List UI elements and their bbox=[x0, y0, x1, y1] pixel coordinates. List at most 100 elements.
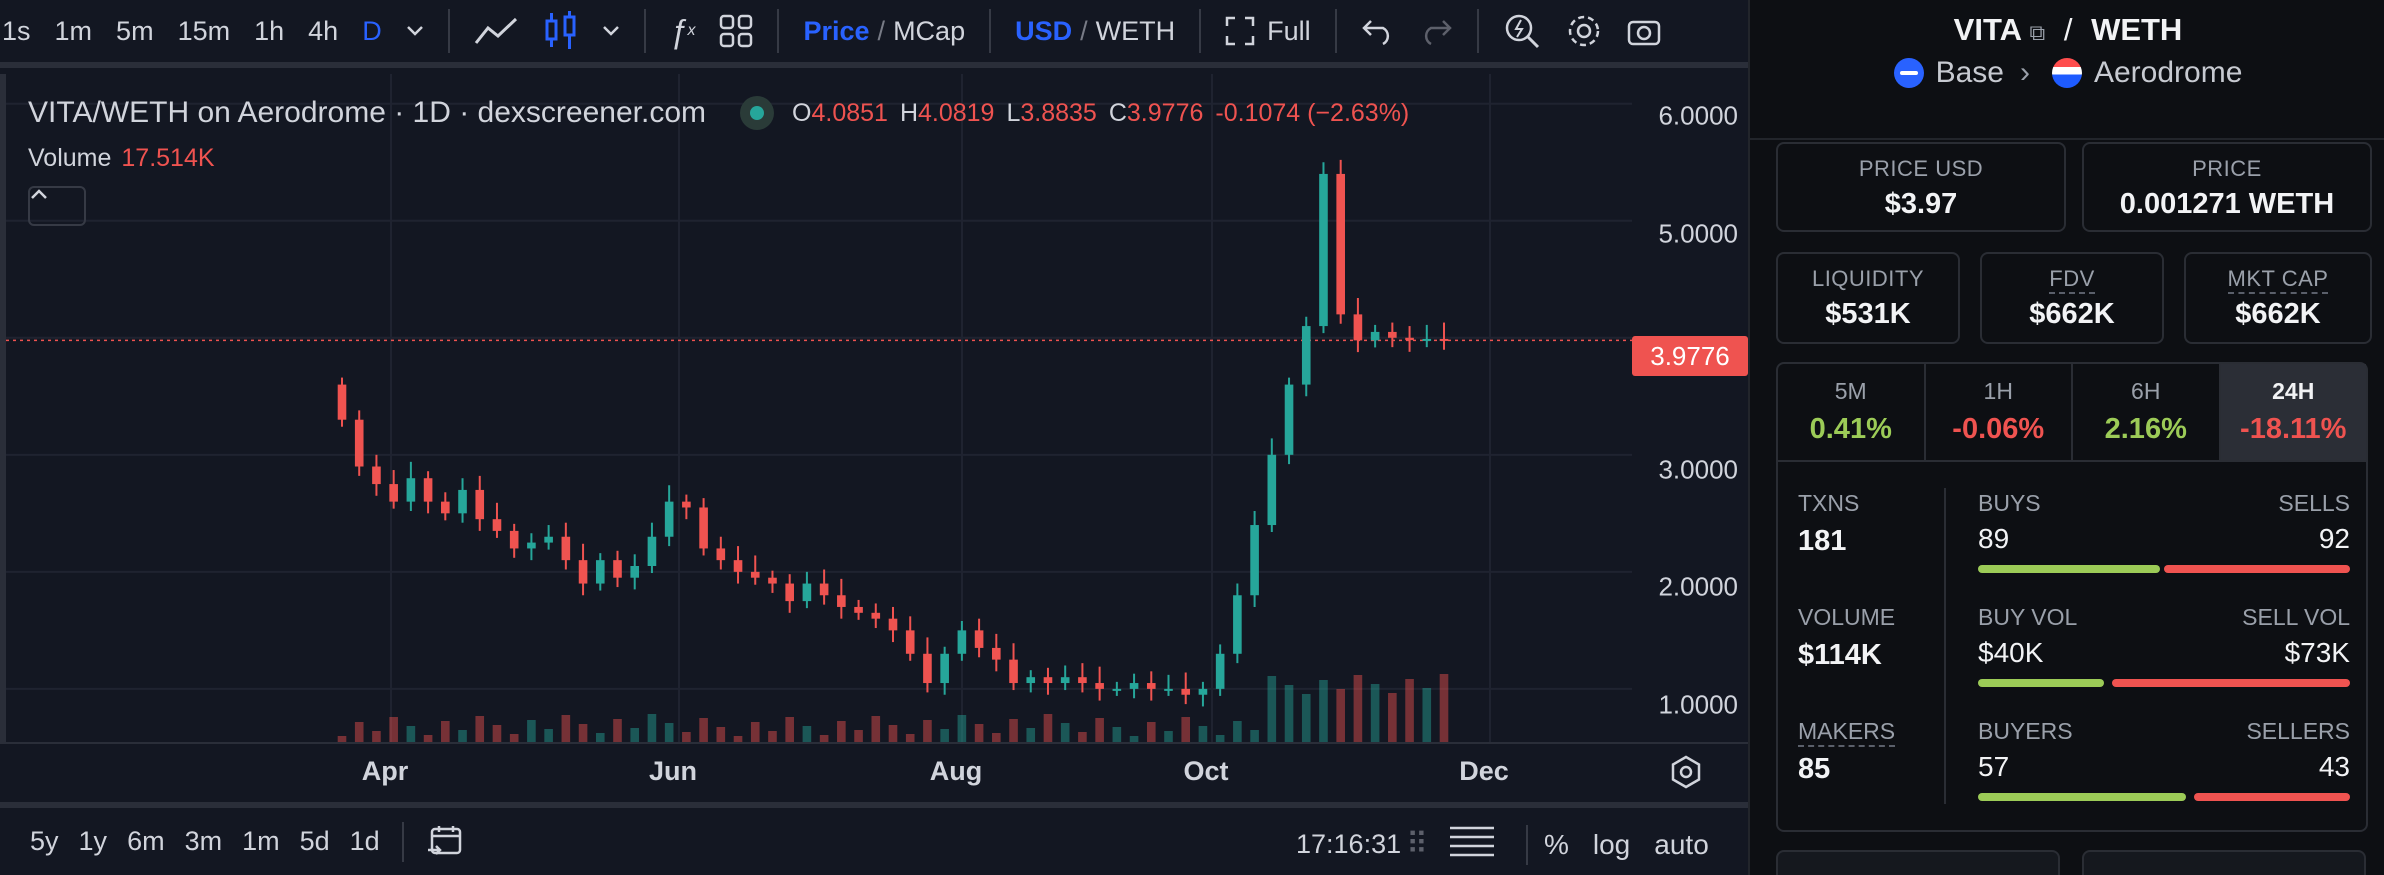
volume-bar bbox=[509, 734, 519, 742]
txns-label: TXNS bbox=[1798, 490, 1860, 516]
chain-name[interactable]: Base bbox=[1935, 56, 2004, 89]
candle-body bbox=[733, 560, 743, 572]
volume-bar bbox=[1388, 693, 1397, 742]
fdv-card[interactable]: FDV $662K bbox=[1980, 252, 2164, 344]
replay-search-icon[interactable] bbox=[1491, 0, 1553, 65]
legend-open: O4.0851 bbox=[792, 98, 888, 127]
sellers-value: 43 bbox=[2318, 751, 2350, 782]
market-cap-card[interactable]: MKT CAP $662K bbox=[2184, 252, 2372, 344]
weth-toggle-option[interactable]: WETH bbox=[1095, 15, 1176, 46]
chart-type-chevron-icon[interactable] bbox=[590, 0, 632, 65]
interval-1h[interactable]: 1h bbox=[254, 15, 285, 46]
price-axis[interactable]: 6.0000 5.0000 3.0000 2.0000 1.0000 3.977… bbox=[1632, 74, 1748, 742]
time-axis-label: Jun bbox=[648, 756, 698, 786]
tab-24h[interactable]: 24H -18.11% bbox=[2220, 364, 2366, 460]
range-5y[interactable]: 5y bbox=[30, 826, 59, 856]
range-1d[interactable]: 1d bbox=[349, 826, 380, 856]
volume-bar bbox=[1129, 736, 1139, 742]
percent-scale-button[interactable]: % bbox=[1543, 828, 1569, 860]
range-3m[interactable]: 3m bbox=[184, 826, 223, 856]
axis-settings-icon[interactable] bbox=[1668, 754, 1704, 790]
undo-icon[interactable] bbox=[1349, 0, 1407, 65]
sell-vol-label: SELL VOL bbox=[2242, 604, 2350, 630]
candle-body bbox=[1353, 314, 1363, 341]
collapse-legend-button[interactable] bbox=[28, 186, 86, 226]
volume-bar bbox=[733, 736, 743, 742]
toolbar-divider bbox=[447, 9, 450, 53]
candle-body bbox=[1181, 688, 1191, 695]
price-toggle-option[interactable]: Price bbox=[803, 15, 870, 46]
range-1y[interactable]: 1y bbox=[78, 826, 108, 856]
candle-body bbox=[1112, 688, 1122, 691]
mcap-toggle-option[interactable]: MCap bbox=[893, 15, 966, 46]
toggle-slash: / bbox=[877, 15, 886, 46]
price-usd-value: $3.97 bbox=[1884, 188, 1958, 220]
price-axis-label: 3.0000 bbox=[1658, 454, 1738, 485]
toolbar-divider bbox=[1476, 9, 1479, 53]
fullscreen-button[interactable]: Full bbox=[1213, 0, 1323, 65]
candle-body bbox=[509, 530, 519, 549]
base-chain-icon bbox=[1893, 58, 1924, 88]
interval-1s[interactable]: 1s bbox=[2, 15, 31, 46]
volume-bar bbox=[1215, 735, 1225, 742]
interval-15m[interactable]: 15m bbox=[177, 15, 231, 46]
line-chart-icon[interactable] bbox=[462, 0, 532, 65]
candle-body bbox=[1060, 677, 1070, 684]
candle-body bbox=[1336, 173, 1345, 315]
tab-6h[interactable]: 6H 2.16% bbox=[2073, 364, 2221, 460]
candle-body bbox=[1198, 688, 1208, 695]
time-axis[interactable]: Apr Jun Aug Oct Dec bbox=[0, 742, 1748, 802]
volume-bar bbox=[1405, 679, 1414, 742]
redo-icon[interactable] bbox=[1407, 0, 1465, 65]
camera-icon[interactable] bbox=[1615, 0, 1673, 65]
drag-handle-icon[interactable]: ⠿ bbox=[1406, 828, 1428, 861]
range-6m[interactable]: 6m bbox=[127, 826, 165, 856]
auto-scale-button[interactable]: auto bbox=[1654, 828, 1709, 860]
goto-date-calendar-icon[interactable] bbox=[416, 805, 474, 875]
interval-1m[interactable]: 1m bbox=[54, 15, 93, 46]
interval-4h[interactable]: 4h bbox=[308, 15, 339, 46]
chart-plot-area[interactable]: VITA/WETH on Aerodrome · 1D · dexscreene… bbox=[0, 74, 1632, 742]
settings-gear-icon[interactable] bbox=[1553, 0, 1615, 65]
candle-body bbox=[613, 560, 622, 578]
alerts-button[interactable] bbox=[2082, 850, 2366, 875]
scale-menu-icon[interactable] bbox=[1448, 824, 1496, 865]
watchlist-button[interactable] bbox=[1776, 850, 2060, 875]
tab-1h[interactable]: 1H -0.06% bbox=[1926, 364, 2073, 460]
interval-5m[interactable]: 5m bbox=[116, 15, 154, 46]
makers-label[interactable]: MAKERS bbox=[1798, 718, 1896, 747]
fdv-value: $662K bbox=[2029, 298, 2115, 330]
legend-high: H4.0819 bbox=[899, 98, 995, 127]
volume-bar bbox=[406, 726, 416, 742]
candle-body bbox=[716, 548, 726, 561]
candle-body bbox=[974, 630, 984, 648]
volume-bar bbox=[974, 724, 984, 742]
interval-dropdown-chevron-icon[interactable] bbox=[394, 0, 436, 65]
volume-bar bbox=[716, 727, 726, 742]
usd-toggle-option[interactable]: USD bbox=[1015, 15, 1073, 46]
dex-name[interactable]: Aerodrome bbox=[2093, 56, 2243, 89]
range-5d[interactable]: 5d bbox=[299, 826, 330, 856]
interval-d[interactable]: D bbox=[362, 15, 382, 46]
volume-bar bbox=[785, 717, 794, 742]
timeframe-tabs: 5M 0.41% 1H -0.06% 6H 2.16% 24H -18.11% bbox=[1776, 362, 2368, 462]
volume-bar bbox=[1009, 719, 1018, 742]
price-mcap-toggle[interactable]: Price / MCap bbox=[791, 0, 977, 65]
log-scale-button[interactable]: log bbox=[1592, 828, 1631, 860]
volume-bar bbox=[613, 719, 622, 742]
range-1m[interactable]: 1m bbox=[242, 826, 280, 856]
price-usd-label: PRICE USD bbox=[1858, 156, 1984, 181]
candles-icon[interactable] bbox=[532, 0, 590, 65]
candle-body bbox=[389, 484, 398, 502]
makers-value: 85 bbox=[1798, 753, 1831, 785]
currency-toggle[interactable]: USD / WETH bbox=[1003, 0, 1187, 65]
volume-bar bbox=[372, 731, 381, 742]
toolbar-divider bbox=[777, 9, 780, 53]
price-native-label: PRICE bbox=[2192, 156, 2262, 181]
volume-bar bbox=[1267, 676, 1277, 742]
tab-5m[interactable]: 5M 0.41% bbox=[1778, 364, 1926, 460]
layouts-grid-icon[interactable] bbox=[707, 0, 765, 65]
copy-icon[interactable]: ⧉ bbox=[2029, 20, 2046, 45]
candle-body bbox=[957, 630, 967, 654]
